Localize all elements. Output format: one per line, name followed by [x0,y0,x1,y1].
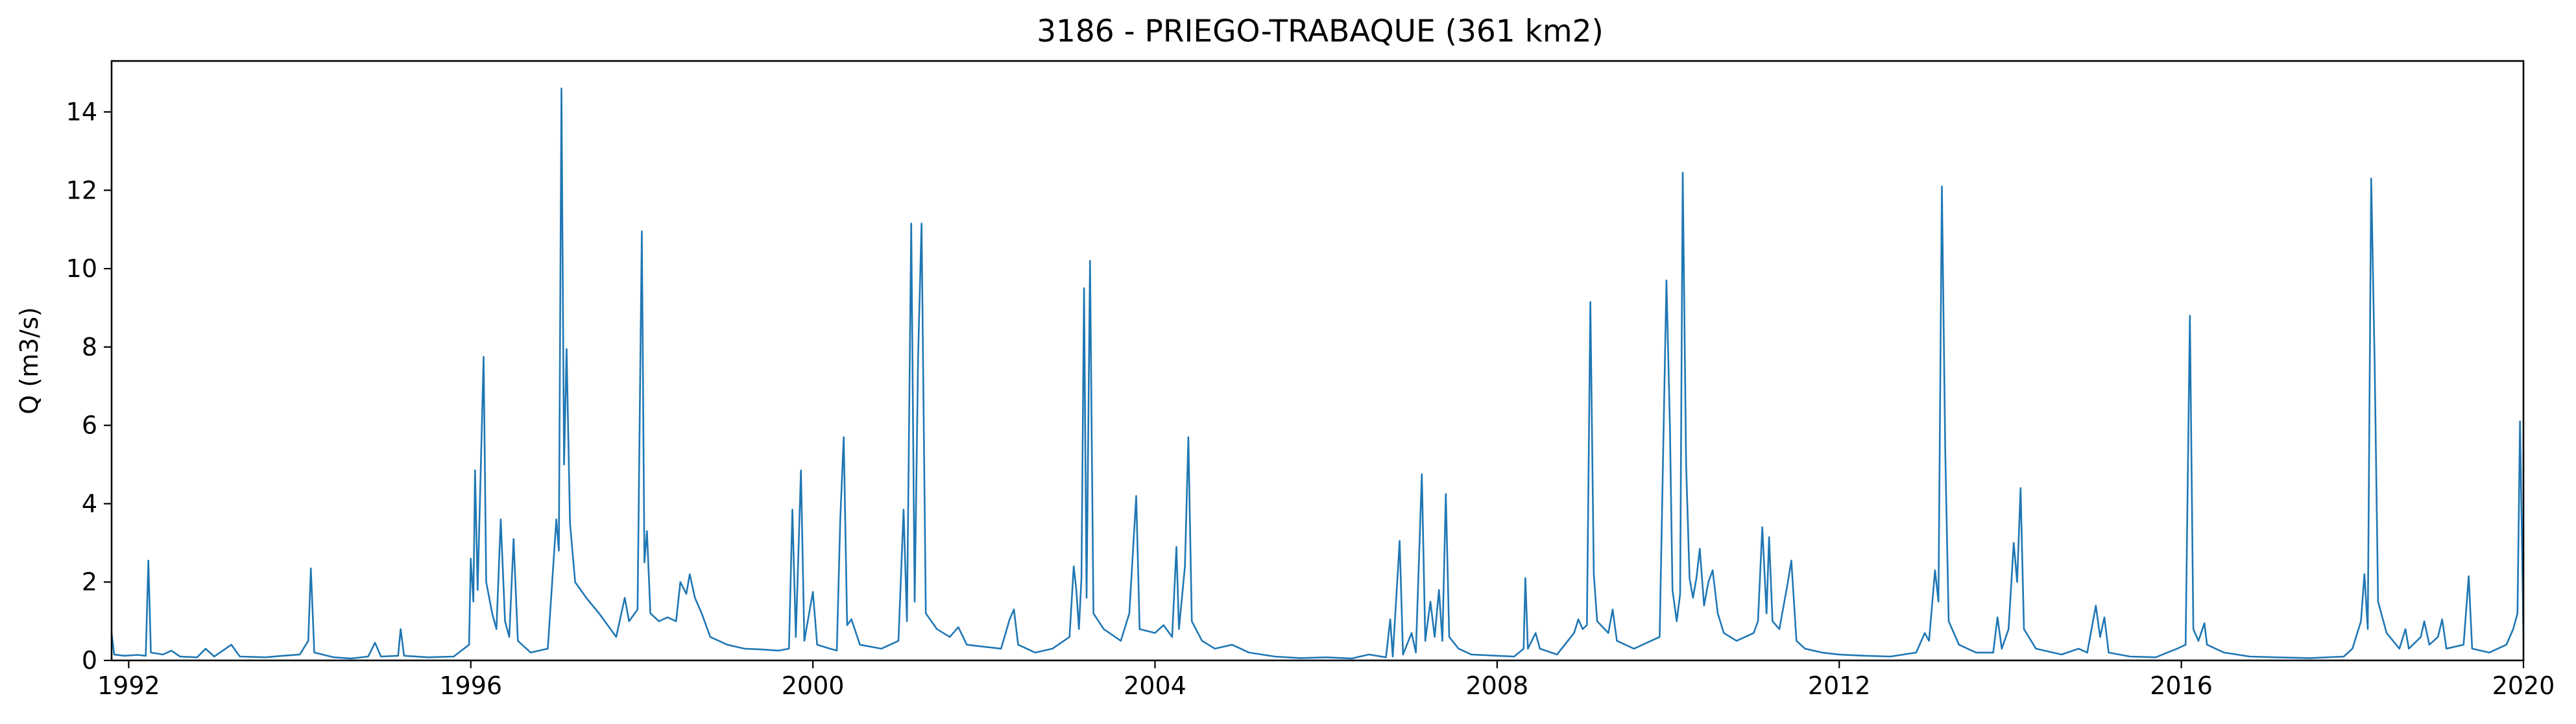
x-tick-label: 2016 [2150,671,2213,700]
y-tick-label: 6 [82,411,97,440]
y-tick-label: 2 [82,568,97,596]
chart-title: 3186 - PRIEGO-TRABAQUE (361 km2) [1037,14,1604,49]
y-axis-ticks: 0 2 4 6 8 10 12 14 [66,98,112,675]
x-tick-label: 1992 [97,671,160,700]
x-tick-label: 2000 [782,671,845,700]
x-tick-label: 1996 [439,671,502,700]
x-tick-label: 2008 [1466,671,1529,700]
y-tick-label: 4 [82,489,97,518]
y-tick-label: 10 [66,254,97,283]
y-tick-label: 12 [66,176,97,204]
x-tick-label: 2020 [2492,671,2555,700]
series-line [110,88,2525,660]
x-axis-ticks: 1992 1996 2000 2004 2008 2012 2016 2020 [97,660,2555,700]
x-tick-label: 2012 [1808,671,1871,700]
y-tick-label: 0 [82,646,97,675]
y-axis-label: Q (m3/s) [15,307,43,414]
y-tick-label: 8 [82,333,97,361]
y-tick-label: 14 [66,98,97,127]
plot-frame [110,60,2525,662]
x-tick-label: 2004 [1124,671,1186,700]
